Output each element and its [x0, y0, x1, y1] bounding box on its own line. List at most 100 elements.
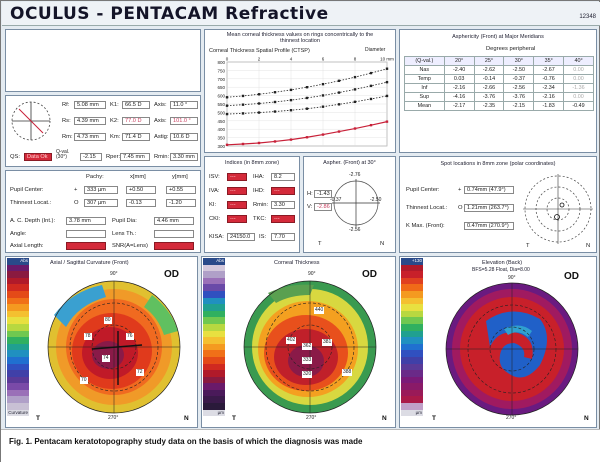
- spot-locations-panel[interactable]: Spot locations in 8mm zone (polar coordi…: [399, 156, 597, 253]
- data-point: [385, 120, 389, 123]
- data-point: [321, 105, 325, 108]
- indices-panel[interactable]: Indices (in 8mm zone) ISV: --- IHA: 8.2 …: [204, 156, 300, 253]
- isv-value: ---: [227, 173, 247, 181]
- data-point: [385, 94, 389, 98]
- table-cell: 0.00: [563, 74, 594, 84]
- series-line: [226, 68, 388, 98]
- axial-curvature-map-panel[interactable]: Abs Curvature Axial / Sagittal: [5, 256, 198, 428]
- scale-swatch: [401, 277, 423, 285]
- table-cell: 0.03: [443, 74, 475, 84]
- scale-swatch: [7, 284, 29, 291]
- scale-swatch: [203, 317, 225, 324]
- table-cell: -0.37: [503, 74, 535, 84]
- scale-swatch: [203, 343, 225, 351]
- aspher30-t-label: T: [318, 241, 322, 247]
- y-tick-label: 800: [217, 60, 225, 65]
- scale-swatch: [203, 403, 225, 410]
- table-row: Sup -4.16 -3.76 -3.76 -2.16 0.00: [404, 92, 594, 102]
- axis1-value: 11.0 °: [170, 101, 198, 109]
- scale-swatch: [203, 271, 225, 278]
- y-tick-label: 650: [217, 85, 225, 90]
- ctsp-chart-panel[interactable]: Mean corneal thickness values on rings c…: [204, 29, 396, 153]
- scale-swatch: [203, 290, 225, 298]
- qs-label: QS:: [10, 154, 20, 160]
- thickness-map-value: 320: [302, 371, 313, 378]
- figure-caption: Fig. 1. Pentacam keratotopography study …: [9, 437, 363, 446]
- scale-swatch: [401, 383, 423, 390]
- y-tick-label: 500: [217, 110, 225, 115]
- asphericity-panel[interactable]: Asphericity (Front) at Major Meridians D…: [399, 29, 597, 153]
- scale-swatch: [7, 277, 29, 285]
- y-head: y[mm]: [172, 174, 188, 180]
- elevation-map: [445, 282, 579, 416]
- pachy-panel[interactable]: Pachy: x[mm] y[mm] Pupil Center: + 333 µ…: [5, 170, 201, 253]
- rmin-index-value: 3.30: [271, 201, 295, 209]
- table-cell: -2.40: [443, 65, 475, 75]
- pachy-head: Pachy:: [86, 174, 104, 180]
- table-cell: Mean: [404, 101, 445, 111]
- thinnest-location-label: Thinnest Locat.:: [10, 200, 52, 206]
- y-tick-label: 700: [217, 77, 225, 82]
- k2-label: K2:: [110, 118, 119, 124]
- snr-value: [154, 242, 194, 250]
- table-cell: -2.67: [533, 65, 565, 75]
- h-value: -1.43: [314, 190, 332, 198]
- y-tick-label: 750: [217, 68, 225, 73]
- corneal-thickness-map-panel[interactable]: Abs µm Corneal Thickness OD: [201, 256, 396, 428]
- thickness-color-scale: Abs µm: [203, 258, 225, 426]
- pupil-x-value: +0.50: [126, 186, 156, 194]
- table-cell: -2.35: [473, 101, 505, 111]
- axial-curvature-map: [47, 280, 181, 414]
- scale-swatch: [203, 330, 225, 338]
- asphericity-group-label: Degrees peripheral: [486, 46, 536, 52]
- scale-swatch: [7, 290, 29, 298]
- snr-label: SNR(A=Lens): [112, 243, 148, 249]
- table-header: 30°: [503, 56, 535, 66]
- thickness-map-value: 402: [286, 337, 297, 344]
- scale-swatch: [401, 363, 423, 371]
- crosshair-icon: [11, 101, 51, 141]
- pupil-y-value: +0.55: [166, 186, 196, 194]
- data-point: [321, 133, 325, 136]
- scale-swatch: [7, 363, 29, 371]
- rmin-value: 3.30 mm: [170, 153, 198, 161]
- table-cell: -2.66: [473, 83, 505, 93]
- table-cell: Temp: [404, 74, 445, 84]
- data-point: [289, 109, 293, 112]
- elevation-map-panel[interactable]: +130 µm Elevation (Back) BF: [399, 256, 597, 428]
- scale-swatch: [7, 389, 29, 397]
- rf-label: Rf:: [62, 102, 70, 108]
- ctsp-subtitle: Corneal Thickness Spatial Profile (CTSP): [209, 48, 310, 54]
- pupil-dia-value: 4.46 mm: [154, 217, 194, 225]
- table-cell: Sup: [404, 92, 445, 102]
- scale-swatch: [203, 350, 225, 357]
- data-point: [321, 94, 325, 97]
- acd-label: A. C. Depth (Int.):: [10, 218, 56, 224]
- ihd-label: IHD:: [253, 188, 265, 194]
- table-row: Nas -2.40 -2.62 -2.50 -2.67 0.00: [404, 65, 594, 75]
- table-header: (Q-val.): [404, 56, 445, 66]
- pupil-marker: +: [74, 187, 78, 193]
- rf-value: 5.08 mm: [74, 101, 106, 109]
- spots-thinnest-value: 1.21mm (263.7°): [464, 204, 514, 212]
- scale-swatch: [7, 330, 29, 338]
- data-point: [257, 102, 261, 105]
- ki-label: KI:: [209, 202, 217, 208]
- thickness-map-title: Corneal Thickness: [274, 260, 320, 266]
- scale-swatch: [7, 271, 29, 278]
- scale-swatch: [401, 323, 423, 331]
- table-cell: -2.56: [503, 83, 535, 93]
- scale-swatch: [203, 396, 225, 404]
- spots-title: Spot locations in 8mm zone (polar coordi…: [440, 161, 556, 167]
- spots-kmax-label: K Max. (Front):: [406, 223, 445, 229]
- aspher30-panel[interactable]: Aspher. (Front) at 30° -2.76 -0.37 -2.50…: [303, 156, 396, 253]
- scale-swatch: [401, 356, 423, 364]
- axial-map-value: 72: [136, 369, 144, 376]
- scale-label: Curvature: [7, 409, 29, 417]
- scale-swatch: [203, 284, 225, 291]
- y-tick-label: 350: [217, 136, 225, 141]
- patient-info-panel[interactable]: [5, 29, 201, 92]
- spots-thinnest-label: Thinnest Locat.:: [406, 205, 448, 211]
- keratometry-panel[interactable]: Rf: 5.08 mm K1: 66.5 D Axis: 11.0 ° Rs: …: [5, 95, 201, 167]
